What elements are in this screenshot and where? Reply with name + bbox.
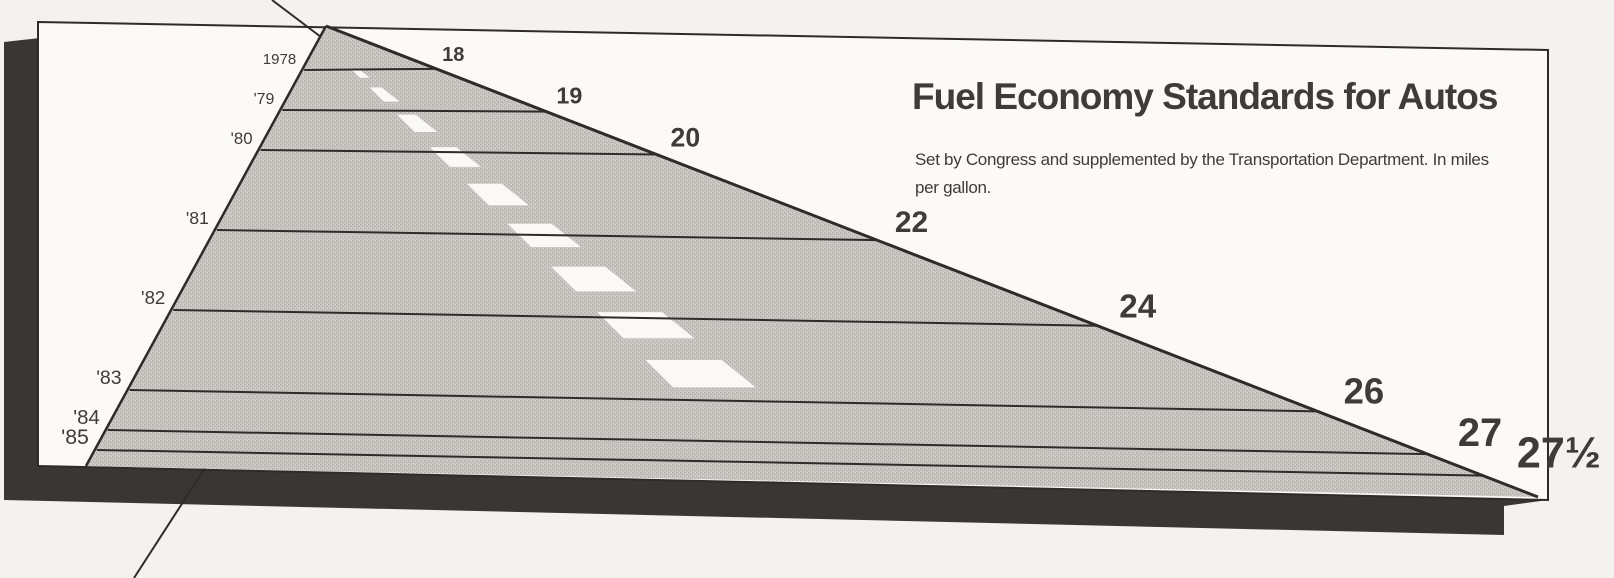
value-label: 22 bbox=[895, 206, 928, 239]
year-band-line bbox=[260, 149, 657, 156]
value-label: 20 bbox=[671, 122, 701, 152]
year-label: '81 bbox=[186, 208, 209, 228]
lane-stripe bbox=[397, 114, 438, 132]
lane-stripe bbox=[550, 266, 637, 292]
year-label: '83 bbox=[96, 367, 121, 389]
road-edge-right bbox=[325, 24, 1539, 499]
year-labels: 1978 '79 '80 '81 '82 '83 '84'85 bbox=[61, 51, 296, 449]
value-label: 18 bbox=[442, 44, 464, 66]
year-label: '85 bbox=[61, 425, 89, 449]
value-label: 19 bbox=[556, 83, 582, 109]
year-label: '79 bbox=[254, 91, 275, 108]
year-band-line bbox=[107, 429, 1428, 456]
board-shadow bbox=[4, 38, 1548, 535]
year-band-line bbox=[173, 309, 1098, 327]
year-band-line bbox=[282, 109, 547, 113]
lane-stripe bbox=[352, 70, 370, 78]
value-label: 27½ bbox=[1517, 430, 1601, 478]
lane-stripe bbox=[467, 183, 529, 206]
lane-stripe bbox=[369, 87, 400, 102]
year-label: '82 bbox=[141, 287, 165, 308]
chart-subtitle: Set by Congress and supplemented by the … bbox=[915, 150, 1489, 197]
value-labels: 18 19 20 22 24 26 27 27½ bbox=[442, 44, 1601, 478]
value-label: 27 bbox=[1458, 411, 1502, 455]
lane-stripe bbox=[645, 360, 756, 388]
year-label: '84 bbox=[73, 407, 100, 429]
road-surface bbox=[86, 26, 1538, 497]
value-label: 26 bbox=[1344, 370, 1385, 411]
road-edge-left bbox=[84, 25, 328, 467]
chart-title: Fuel Economy Standards for Autos bbox=[912, 76, 1498, 117]
year-band-lines bbox=[96, 67, 1483, 477]
year-band-line bbox=[216, 229, 877, 242]
year-band-line bbox=[96, 449, 1483, 477]
year-label: 1978 bbox=[263, 51, 296, 68]
year-band-line bbox=[304, 67, 437, 71]
year-band-line bbox=[129, 389, 1318, 413]
value-label: 24 bbox=[1119, 289, 1156, 326]
year-label: '80 bbox=[231, 129, 253, 148]
